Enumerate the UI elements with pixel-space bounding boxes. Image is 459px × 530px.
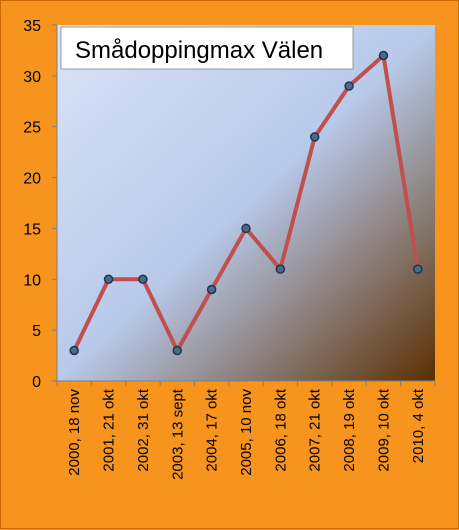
y-tick-label: 15: [23, 221, 41, 238]
y-tick-label: 0: [32, 374, 41, 391]
y-tick-label: 20: [23, 171, 41, 188]
x-tick-label: 2007, 21 okt: [307, 388, 324, 471]
y-tick-label: 30: [23, 69, 41, 86]
x-tick-label: 2004, 17 okt: [204, 388, 221, 471]
x-tick-label: 2006, 18 okt: [272, 388, 289, 471]
data-point: [309, 132, 320, 142]
y-tick-label: 5: [32, 323, 41, 340]
data-point: [172, 345, 183, 356]
y-tick-label: 35: [23, 18, 41, 35]
x-tick-label: 2008, 19 okt: [341, 388, 358, 471]
data-point: [206, 284, 217, 295]
data-point: [413, 264, 423, 274]
data-point: [378, 50, 389, 61]
x-tick-label: 2002, 31 okt: [135, 388, 152, 471]
y-tick-label: 25: [23, 120, 41, 137]
plot-area: [57, 25, 435, 381]
x-tick-label: 2010, 4 okt: [410, 388, 427, 463]
x-tick-label: 2009, 10 okt: [375, 388, 392, 471]
chart-title: Smådoppingmax Välen: [75, 37, 323, 64]
data-point: [344, 81, 354, 91]
data-point: [69, 345, 79, 356]
chart-title-box: Smådoppingmax Välen: [60, 26, 354, 70]
x-tick-label: 2003, 13 sept: [169, 388, 186, 480]
x-tick-label: 2001, 21 okt: [101, 388, 118, 471]
y-tick-label: 10: [23, 272, 41, 289]
data-point: [275, 264, 286, 274]
data-point: [241, 223, 251, 234]
data-point: [103, 274, 114, 285]
x-tick-label: 2005, 10 nov: [238, 389, 255, 476]
data-point: [138, 274, 148, 285]
x-tick-label: 2000, 18 nov: [66, 389, 83, 476]
